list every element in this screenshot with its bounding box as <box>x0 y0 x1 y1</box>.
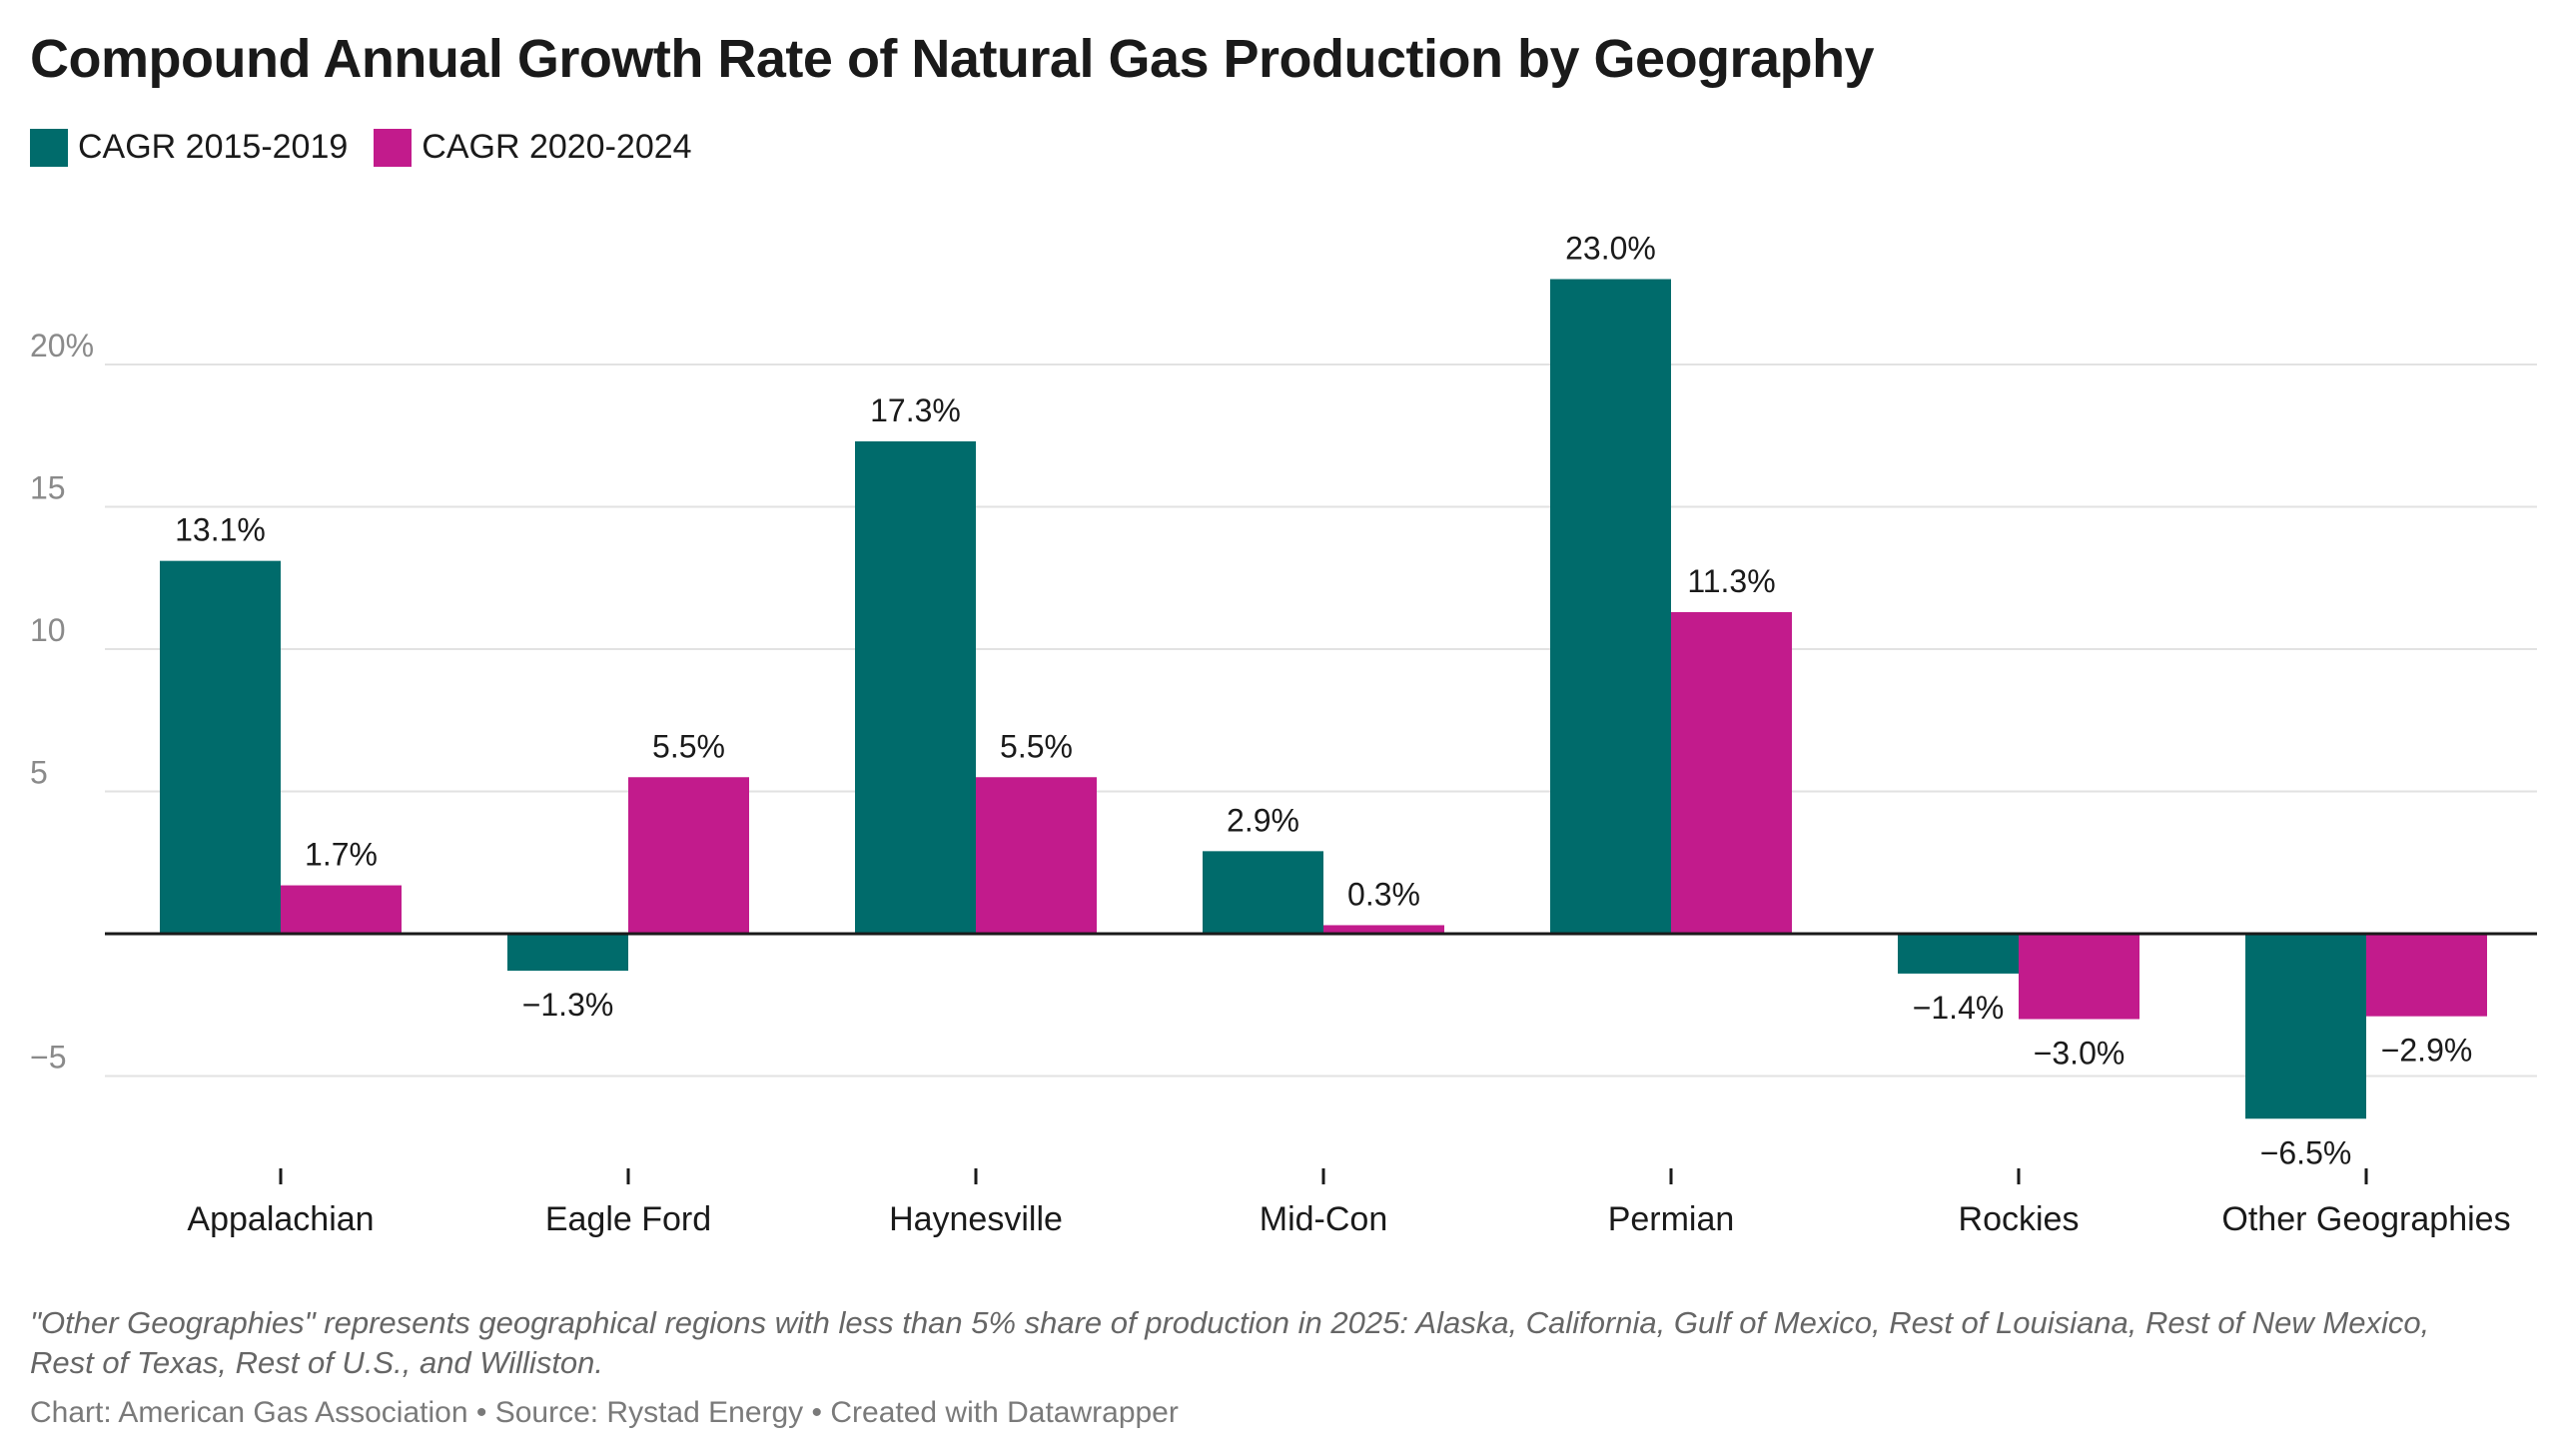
chart-legend: CAGR 2015-2019 CAGR 2020-2024 <box>30 128 718 167</box>
category-label: Appalachian <box>187 1200 374 1238</box>
bar-2 <box>976 777 1097 934</box>
data-label: 13.1% <box>175 512 266 548</box>
legend-label-series-2: CAGR 2020-2024 <box>422 128 692 166</box>
y-tick-label: 5 <box>30 755 48 791</box>
data-label: 5.5% <box>652 728 725 764</box>
bar-1 <box>507 934 628 972</box>
y-tick-label: −5 <box>30 1040 66 1076</box>
bar-chart: 20% 15 10 5 −5 13.1% 1.7% Appalachian −1.3% 5.5% E… <box>30 231 2537 1238</box>
data-label: −2.9% <box>2381 1033 2473 1069</box>
data-label: −6.5% <box>2260 1134 2352 1170</box>
bar-2 <box>2366 934 2487 1017</box>
data-label: −1.3% <box>522 987 614 1023</box>
category-label: Mid-Con <box>1260 1200 1387 1238</box>
bar-1 <box>855 440 976 934</box>
category-label: Other Geographies <box>2221 1200 2510 1238</box>
bar-1 <box>2245 934 2366 1119</box>
data-label: 11.3% <box>1687 563 1775 599</box>
bar-2 <box>281 885 402 934</box>
data-label: 23.0% <box>1565 231 1656 267</box>
category-label: Eagle Ford <box>545 1200 711 1238</box>
bar-1 <box>1550 279 1671 934</box>
data-label: 0.3% <box>1347 876 1420 912</box>
chart-footnote: "Other Geographies" represents geographi… <box>30 1305 2430 1380</box>
bar-2 <box>628 777 749 934</box>
data-label: 2.9% <box>1227 802 1299 838</box>
y-tick-label: 10 <box>30 612 66 648</box>
bar-1 <box>1898 934 2019 974</box>
category-label: Permian <box>1608 1200 1735 1238</box>
data-label: 17.3% <box>870 392 961 428</box>
data-label: −1.4% <box>1913 990 2005 1026</box>
legend-item-series-1: CAGR 2015-2019 <box>30 128 348 167</box>
data-label: 1.7% <box>305 837 378 873</box>
bar-2 <box>2019 934 2139 1020</box>
legend-item-series-2: CAGR 2020-2024 <box>374 128 692 167</box>
y-tick-label: 20% <box>30 328 94 364</box>
category-label: Rockies <box>1959 1200 2080 1238</box>
data-label: 5.5% <box>1000 728 1073 764</box>
legend-swatch-series-1 <box>30 128 68 167</box>
legend-swatch-series-2 <box>374 128 413 167</box>
chart-title: Compound Annual Growth Rate of Natural G… <box>30 29 1875 89</box>
chart-credit: Chart: American Gas Association • Source… <box>30 1396 1179 1429</box>
bar-1 <box>160 560 281 934</box>
legend-label-series-1: CAGR 2015-2019 <box>78 128 349 166</box>
bar-2 <box>1671 611 1792 934</box>
bar-2 <box>1323 925 1444 934</box>
y-tick-label: 15 <box>30 470 66 506</box>
category-label: Haynesville <box>889 1200 1063 1238</box>
bar-1 <box>1203 851 1323 934</box>
data-label: −3.0% <box>2034 1036 2126 1072</box>
